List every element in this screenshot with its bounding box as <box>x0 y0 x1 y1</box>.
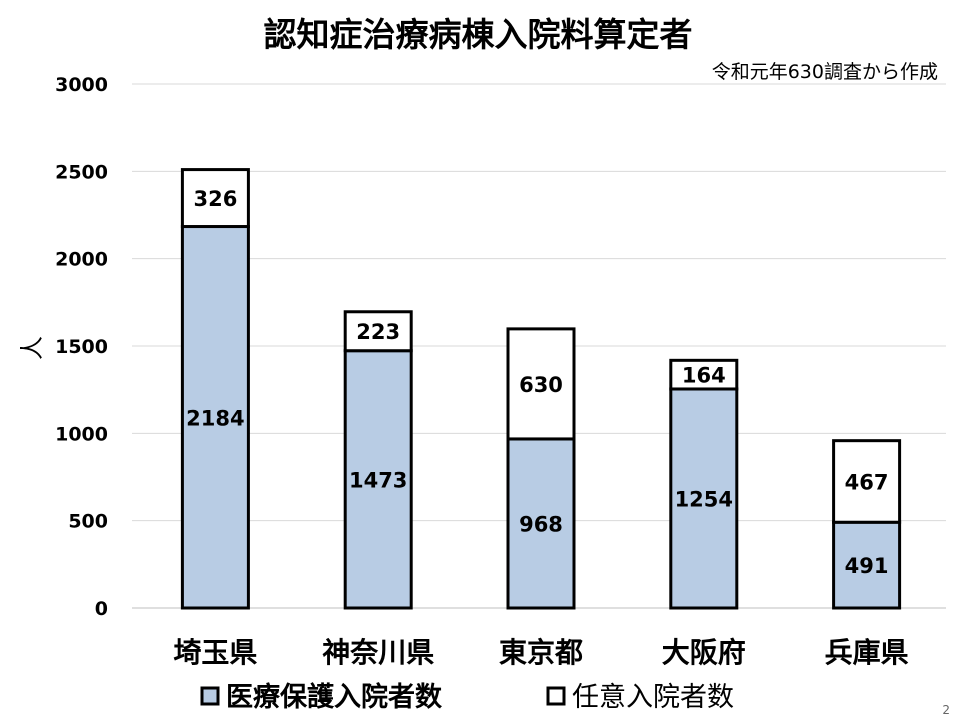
bar-segment-nini <box>832 439 902 524</box>
y-axis-ticks: 0 500 1000 1500 2000 2500 3000 <box>55 74 108 620</box>
legend-swatch <box>546 686 566 706</box>
x-tick-label: 大阪府 <box>662 636 746 669</box>
legend-label: 任意入院者数 <box>572 682 734 713</box>
data-label: 630 <box>519 373 563 397</box>
x-tick-label: 兵庫県 <box>825 636 909 669</box>
data-label: 1254 <box>675 487 733 511</box>
x-axis-ticks: 埼玉県 神奈川県 東京都 大阪府 兵庫県 <box>173 636 908 669</box>
x-tick-label: 東京都 <box>499 636 583 669</box>
y-tick-label: 500 <box>68 511 108 533</box>
bar-segment-iryohogo <box>343 349 413 610</box>
data-label: 223 <box>356 320 400 344</box>
legend: 医療保護入院者数 任意入院者数 <box>200 681 734 713</box>
data-label: 326 <box>193 187 237 211</box>
y-tick-label: 0 <box>95 598 108 620</box>
bar-segment-iryohogo <box>180 225 250 610</box>
y-tick-label: 2500 <box>55 161 108 183</box>
page-number: 2 <box>942 703 950 717</box>
bar-segment-iryohogo <box>669 387 739 610</box>
x-tick-label: 埼玉県 <box>173 636 257 669</box>
legend-label: 医療保護入院者数 <box>226 681 443 713</box>
bar-segment-nini <box>506 327 576 441</box>
y-tick-label: 3000 <box>55 74 108 96</box>
chart-subtitle: 令和元年630調査から作成 <box>712 61 938 83</box>
chart-title: 認知症治療病棟入院料算定者 <box>264 15 693 54</box>
data-label: 467 <box>845 470 889 494</box>
data-label: 491 <box>845 554 889 578</box>
bar-segment-iryohogo <box>832 520 902 610</box>
data-label: 164 <box>682 364 726 388</box>
data-label: 1473 <box>349 468 407 492</box>
y-tick-label: 1000 <box>55 423 108 445</box>
bar-value-labels: 2184 326 1473 223 968 630 1254 164 491 467 <box>186 187 888 578</box>
bar-segment-nini <box>669 358 739 391</box>
y-tick-label: 1500 <box>55 336 108 358</box>
bar-segment-nini <box>343 310 413 353</box>
bar-segment-iryohogo <box>506 437 576 610</box>
bar-segment-nini <box>180 168 250 229</box>
y-axis-label: 人 <box>18 336 46 360</box>
bars <box>180 168 902 610</box>
x-tick-label: 神奈川県 <box>322 636 434 669</box>
data-label: 968 <box>519 512 563 536</box>
y-tick-label: 2000 <box>55 249 108 271</box>
data-label: 2184 <box>186 406 244 430</box>
legend-swatch <box>200 686 220 706</box>
